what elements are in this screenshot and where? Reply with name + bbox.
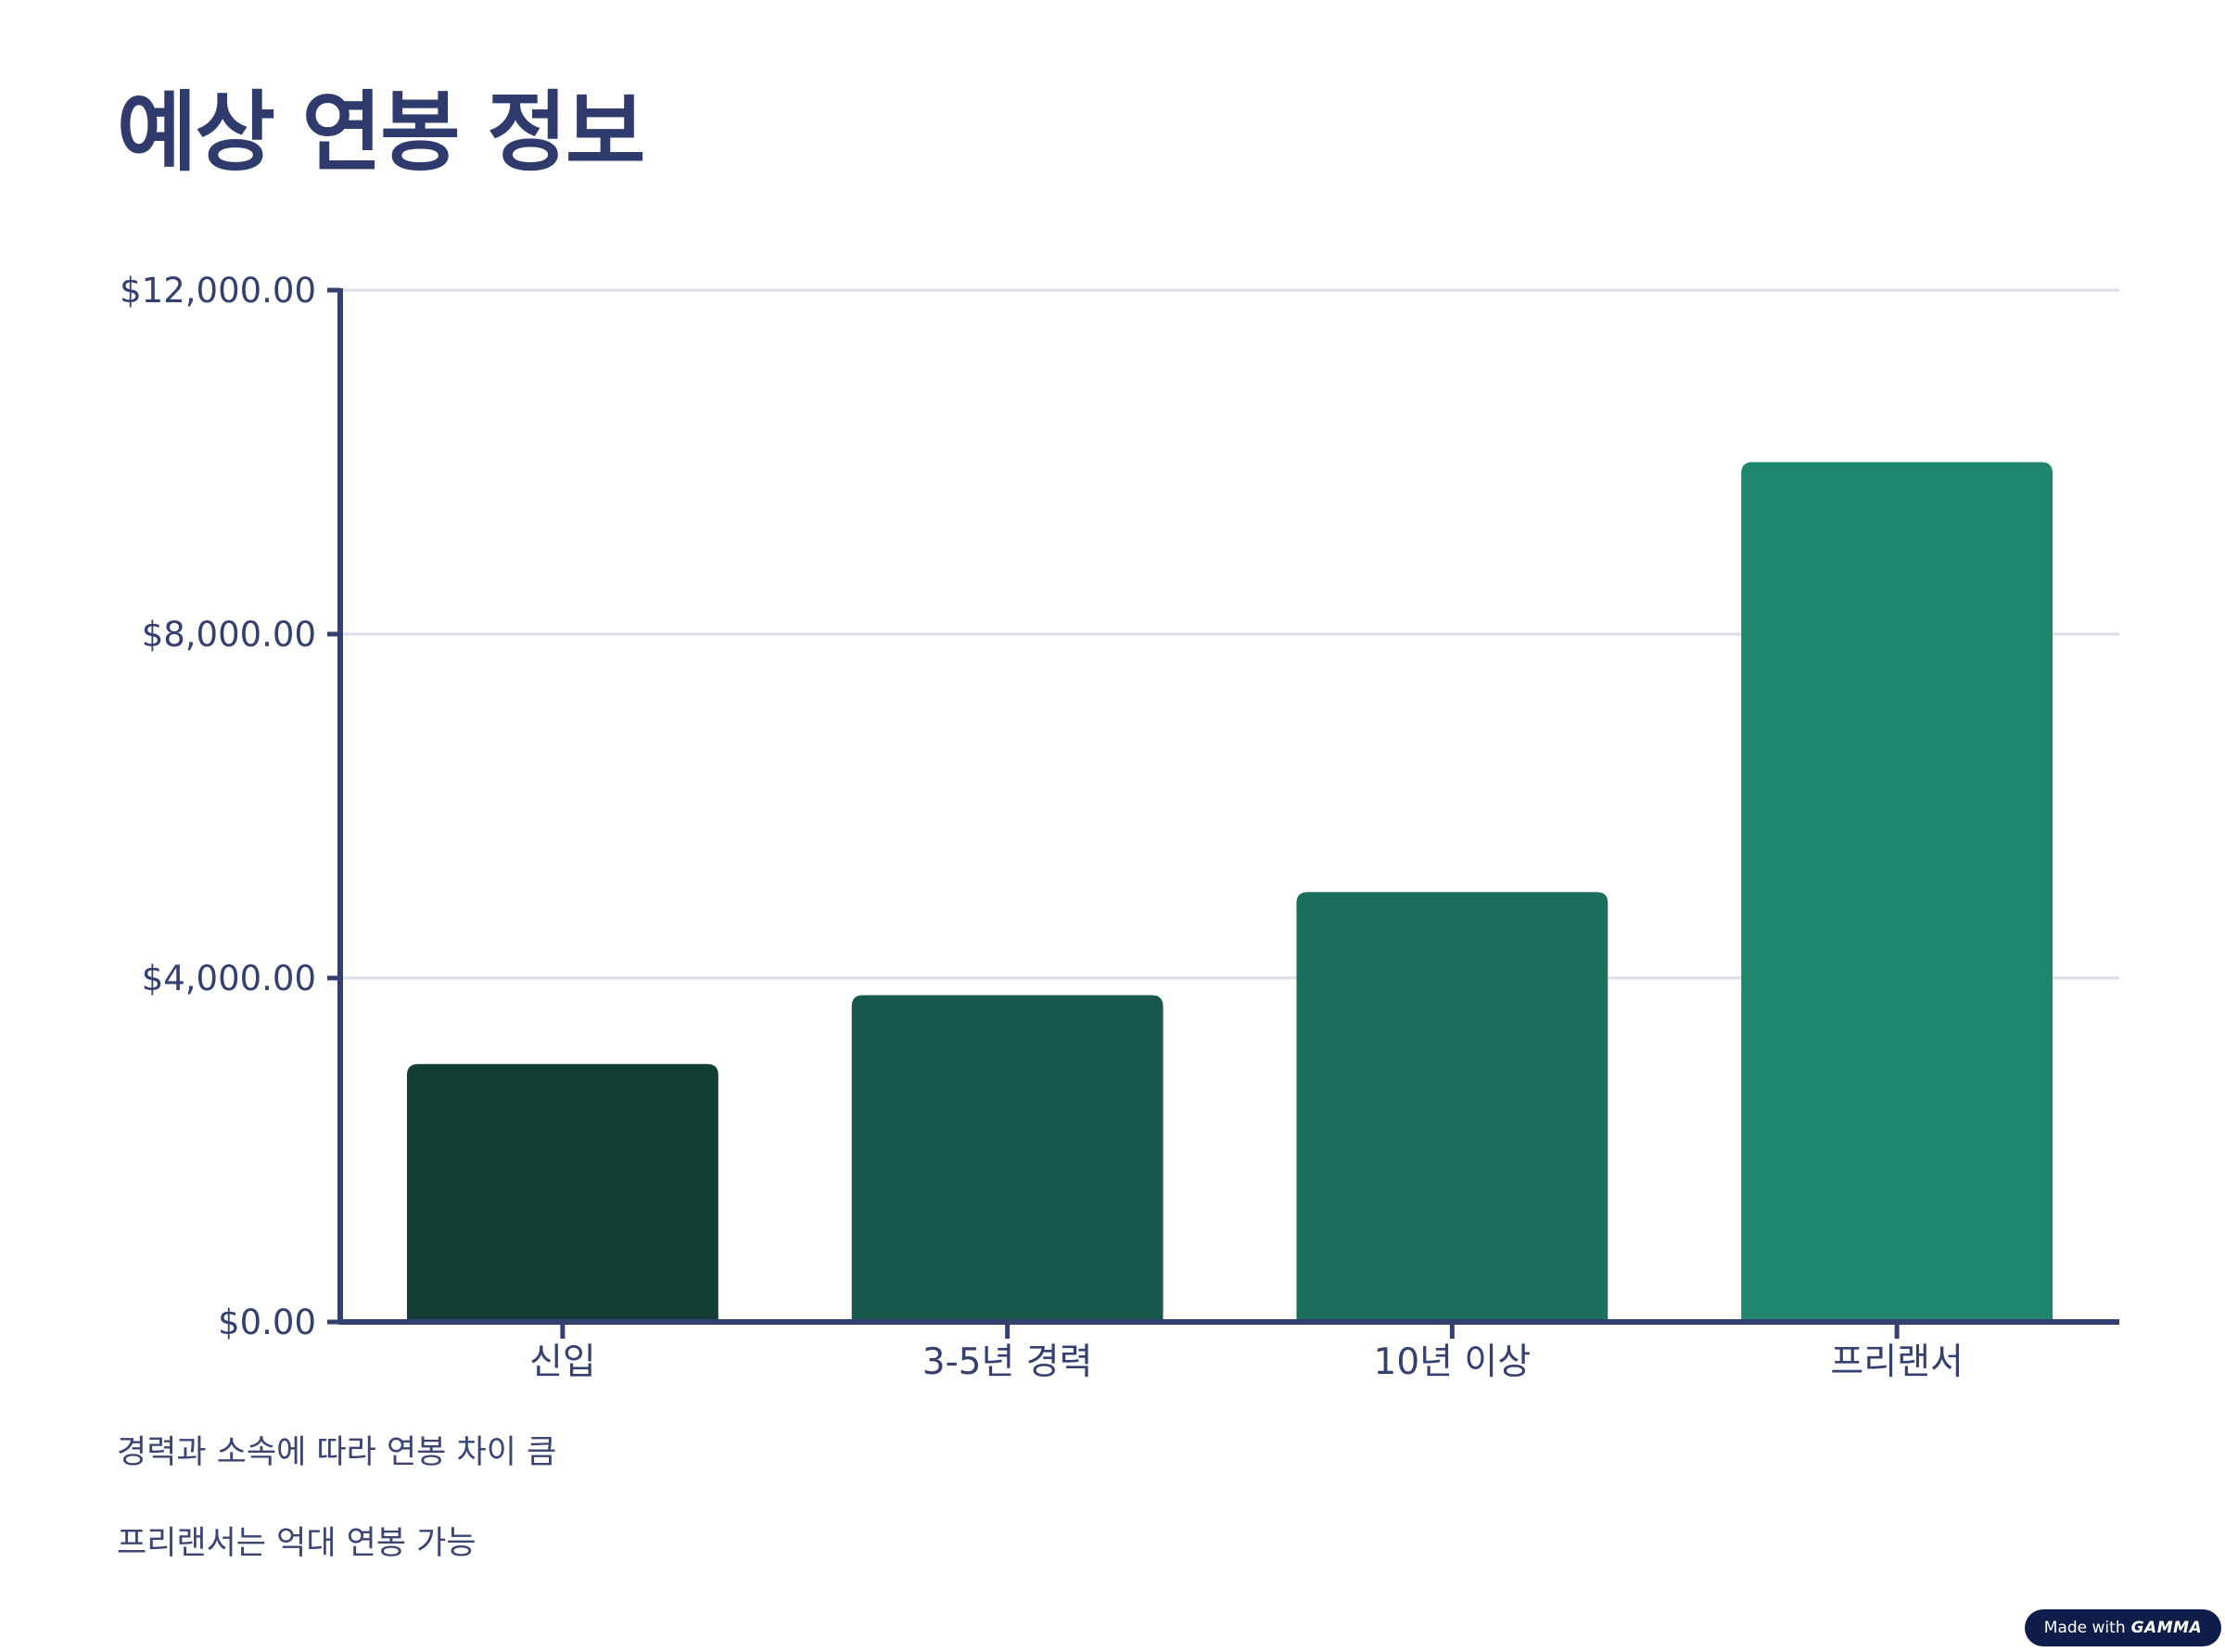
x-tick-label: 3-5년 경력	[922, 1341, 1093, 1383]
chart-axes	[327, 287, 2119, 1339]
x-tick-label: 신입	[529, 1341, 596, 1383]
badge-prefix: Made with	[2043, 1619, 2126, 1637]
y-tick-label: $4,000.00	[142, 959, 316, 998]
bar	[1741, 462, 2053, 1322]
x-tick-label: 프리랜서	[1830, 1341, 1964, 1383]
note-salary-gap: 경력과 소속에 따라 연봉 차이 큼	[117, 1434, 557, 1471]
y-tick-label: $12,000.00	[120, 271, 316, 311]
gamma-logo: GAMMA	[2130, 1619, 2203, 1637]
y-tick-label: $8,000.00	[142, 615, 316, 654]
made-with-gamma-badge[interactable]: Made with GAMMA	[2025, 1609, 2221, 1646]
note-freelancer: 프리랜서는 억대 연봉 가능	[117, 1525, 477, 1562]
bar	[851, 995, 1163, 1322]
chart-bars	[406, 462, 2053, 1322]
x-tick-label: 10년 이상	[1374, 1341, 1532, 1383]
y-tick-label: $0.00	[218, 1303, 316, 1342]
chart-labels: $0.00 $4,000.00 $8,000.00 $12,000.00 신입 3-5년 …	[120, 271, 1964, 1383]
page-title: 예상 연봉 정보	[117, 83, 645, 184]
bar	[1296, 892, 1608, 1322]
bar	[406, 1063, 718, 1322]
